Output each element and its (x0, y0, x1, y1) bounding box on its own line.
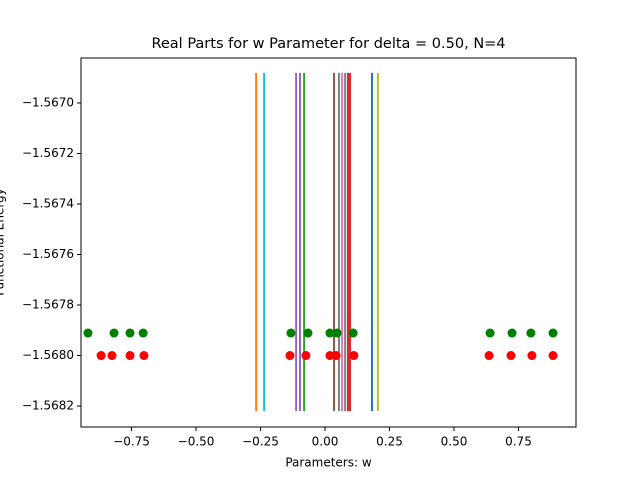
point (96, 351, 106, 361)
x-tick-label: 0.00 (312, 435, 339, 449)
point (286, 328, 296, 338)
x-axis-label: Parameters: w (285, 456, 372, 470)
point (506, 351, 516, 361)
y-tick-label: −1.5682 (22, 399, 74, 413)
point (125, 351, 135, 361)
point (526, 328, 536, 338)
point (548, 328, 558, 338)
point (109, 328, 119, 338)
point (548, 351, 558, 361)
x-tick-label: −0.25 (242, 435, 279, 449)
point (331, 351, 341, 361)
y-axis-label: Functional Energy (0, 188, 7, 296)
y-tick-label: −1.5674 (22, 196, 74, 210)
point (325, 328, 335, 338)
point (138, 328, 148, 338)
y-tick-label: −1.5680 (22, 348, 74, 362)
point (485, 328, 495, 338)
point (125, 328, 135, 338)
y-tick-label: −1.5672 (22, 146, 74, 160)
point (285, 351, 295, 361)
y-tick-label: −1.5670 (22, 95, 74, 109)
point (484, 351, 494, 361)
point (349, 351, 359, 361)
y-tick-label: −1.5676 (22, 247, 74, 261)
chart-title: Real Parts for w Parameter for delta = 0… (151, 36, 505, 52)
plot-frame (80, 57, 577, 428)
point (303, 328, 313, 338)
x-tick-label: −0.50 (178, 435, 215, 449)
point (107, 351, 117, 361)
x-tick-label: 0.50 (441, 435, 468, 449)
point (325, 351, 335, 361)
point (83, 328, 93, 338)
y-tick-label: −1.5678 (22, 298, 74, 312)
point (301, 351, 311, 361)
point (332, 328, 342, 338)
x-tick-label: −0.75 (113, 435, 150, 449)
point (348, 328, 358, 338)
point (139, 351, 149, 361)
point (507, 328, 517, 338)
x-tick-label: 0.25 (376, 435, 403, 449)
point (527, 351, 537, 361)
x-tick-label: 0.75 (505, 435, 532, 449)
